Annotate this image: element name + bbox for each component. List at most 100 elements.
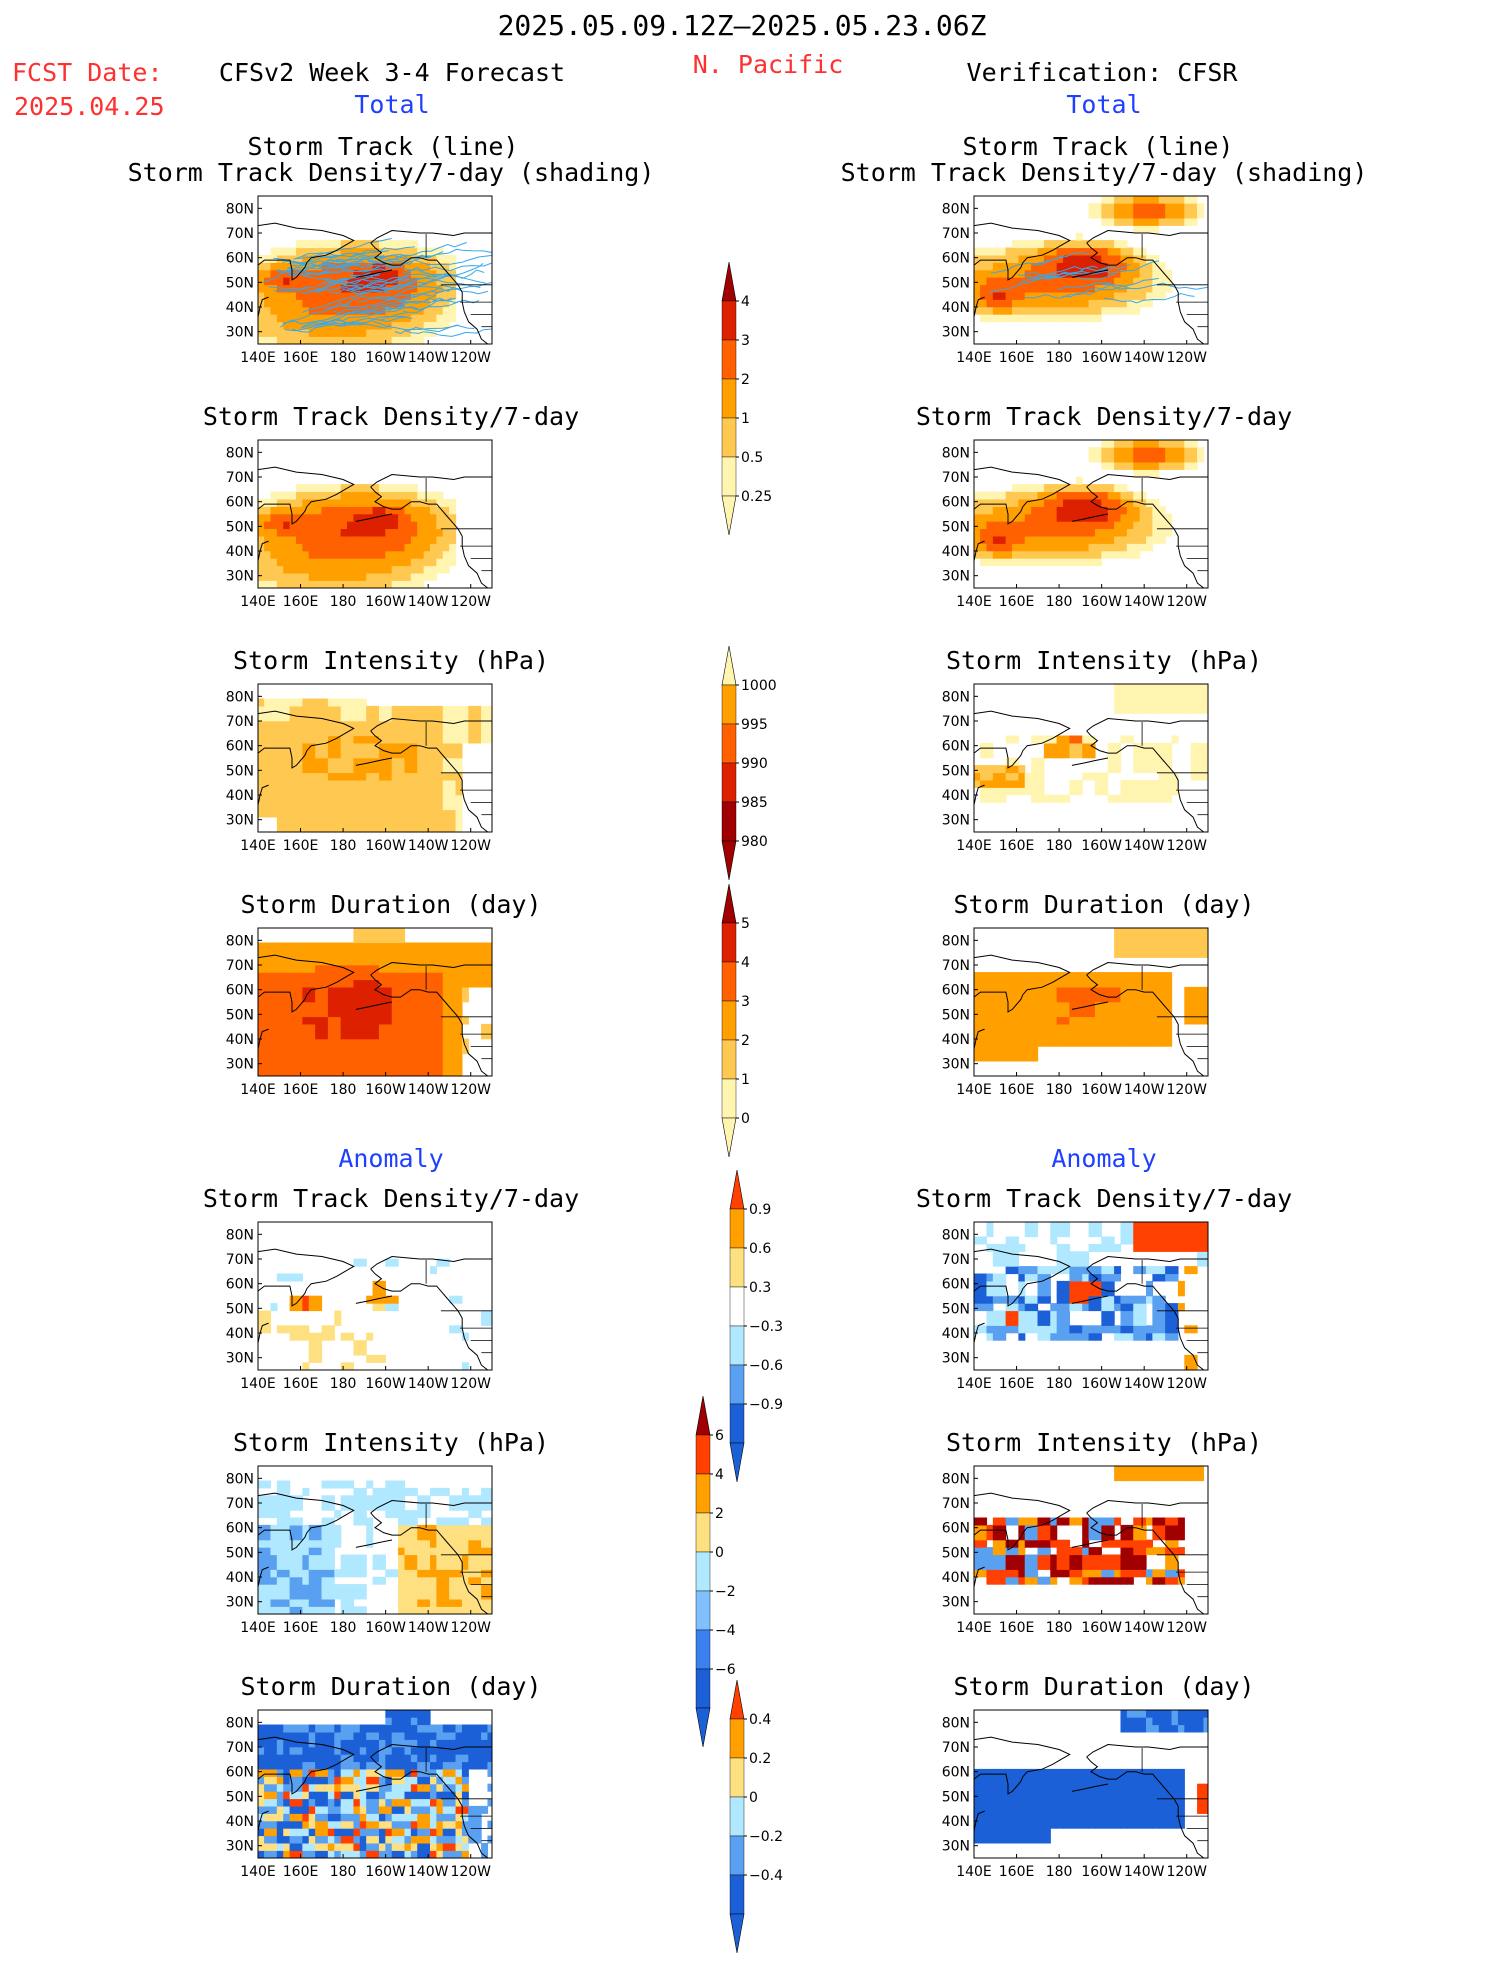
lat-tick-label: 80N [942,1227,970,1243]
lat-tick-label: 70N [226,1252,254,1268]
lon-tick-label: 140E [956,838,992,854]
colorbar-segment [722,457,736,496]
lat-tick-label: 80N [226,445,254,461]
title-intensity-right: Storm Intensity (hPa) [946,648,1262,673]
lat-tick-label: 30N [226,813,254,829]
lat-tick-label: 60N [942,739,970,755]
lat-tick-label: 70N [226,226,254,242]
lon-tick-label: 160E [283,594,319,610]
map-field [974,1466,1208,1614]
colorbar-label: −4 [715,1623,736,1639]
colorbar-label: −0.4 [749,1868,783,1884]
lon-tick-label: 140W [408,1620,449,1636]
lat-tick-label: 30N [226,325,254,341]
lon-tick-label: 140E [956,350,992,366]
lon-tick-label: 160W [365,1376,406,1392]
lon-tick-label: 160W [365,1864,406,1880]
lat-tick-label: 40N [942,1326,970,1342]
colorbar-label: 0.4 [749,1712,771,1728]
lon-tick-label: 160W [1081,1864,1122,1880]
lon-tick-label: 160W [1081,1082,1122,1098]
colorbar-segment [696,1474,710,1513]
colorbar-label: 0.9 [749,1202,771,1218]
lon-tick-label: 180 [330,594,357,610]
lat-tick-label: 30N [226,1595,254,1611]
lat-tick-label: 40N [226,1032,254,1048]
lat-tick-label: 60N [226,739,254,755]
lat-tick-label: 70N [942,1252,970,1268]
lat-tick-label: 50N [942,1789,970,1805]
lon-tick-label: 160W [365,1082,406,1098]
coastline [1072,758,1108,765]
lat-tick-label: 30N [942,1839,970,1855]
colorbar-label: −6 [715,1662,736,1678]
colorbar-segment [722,685,736,724]
verification-title: Verification: CFSR [967,60,1238,85]
lon-tick-label: 180 [1046,1376,1073,1392]
lon-tick-label: 140E [956,1376,992,1392]
colorbar-segment [722,923,736,962]
coastline [371,1269,488,1370]
lon-tick-label: 140W [408,1864,449,1880]
colorbar-segment [696,1513,710,1552]
colorbar-label: −2 [715,1584,736,1600]
lat-tick-label: 60N [942,1521,970,1537]
lat-tick-label: 30N [942,813,970,829]
lat-tick-label: 80N [942,689,970,705]
lon-tick-label: 140E [240,594,276,610]
title-track-left: Storm Track (line) [248,134,519,159]
lat-tick-label: 80N [226,1227,254,1243]
lat-tick-label: 60N [942,1765,970,1781]
lat-tick-label: 80N [942,445,970,461]
lon-tick-label: 140W [408,1376,449,1392]
lat-tick-label: 70N [942,470,970,486]
lon-tick-label: 120W [450,1082,491,1098]
lat-tick-label: 80N [226,933,254,949]
lon-tick-label: 140W [408,838,449,854]
colorbar-segment [730,1875,744,1914]
colorbar-segment [696,1630,710,1669]
title-duration-left: Storm Duration (day) [240,892,541,917]
colorbar-arrow-top [730,1680,744,1719]
lon-tick-label: 160W [365,350,406,366]
colorbar-label: 3 [741,994,750,1010]
lon-tick-label: 160W [1081,838,1122,854]
section-total-right: Total [1066,92,1141,117]
lat-tick-label: 60N [226,495,254,511]
lat-tick-label: 50N [942,763,970,779]
coastline [1087,719,1208,731]
lon-tick-label: 160E [283,838,319,854]
lat-tick-label: 30N [226,1351,254,1367]
lat-tick-label: 70N [942,714,970,730]
colorbar-label: 0 [715,1545,724,1561]
lat-tick-label: 30N [226,569,254,585]
lat-tick-label: 40N [942,1814,970,1830]
section-anomaly-right: Anomaly [1051,1146,1156,1171]
colorbar-label: 1 [741,1072,750,1088]
lat-tick-label: 70N [226,1496,254,1512]
title-anom-duration-left: Storm Duration (day) [240,1674,541,1699]
lon-tick-label: 120W [1166,1082,1207,1098]
lat-tick-label: 60N [942,983,970,999]
colorbar-segment [730,1758,744,1797]
map-field [258,699,495,833]
lat-tick-label: 30N [942,325,970,341]
lat-tick-label: 40N [226,1814,254,1830]
lon-tick-label: 140E [956,1082,992,1098]
map-field [258,1249,495,1370]
lon-tick-label: 120W [1166,1864,1207,1880]
lat-tick-label: 30N [942,1595,970,1611]
colorbar-label: 1 [741,411,750,427]
lon-tick-label: 140E [240,1376,276,1392]
lon-tick-label: 140W [1124,1082,1165,1098]
lat-tick-label: 80N [942,1715,970,1731]
lat-tick-label: 60N [226,1521,254,1537]
title-density-right: Storm Track Density/7-day [916,404,1292,429]
colorbar-label: 0.2 [749,1751,771,1767]
colorbar-segment [730,1287,744,1326]
lat-tick-label: 50N [226,519,254,535]
colorbar-segment [722,802,736,841]
colorbar-segment [722,724,736,763]
colorbar-label: 995 [741,717,768,733]
